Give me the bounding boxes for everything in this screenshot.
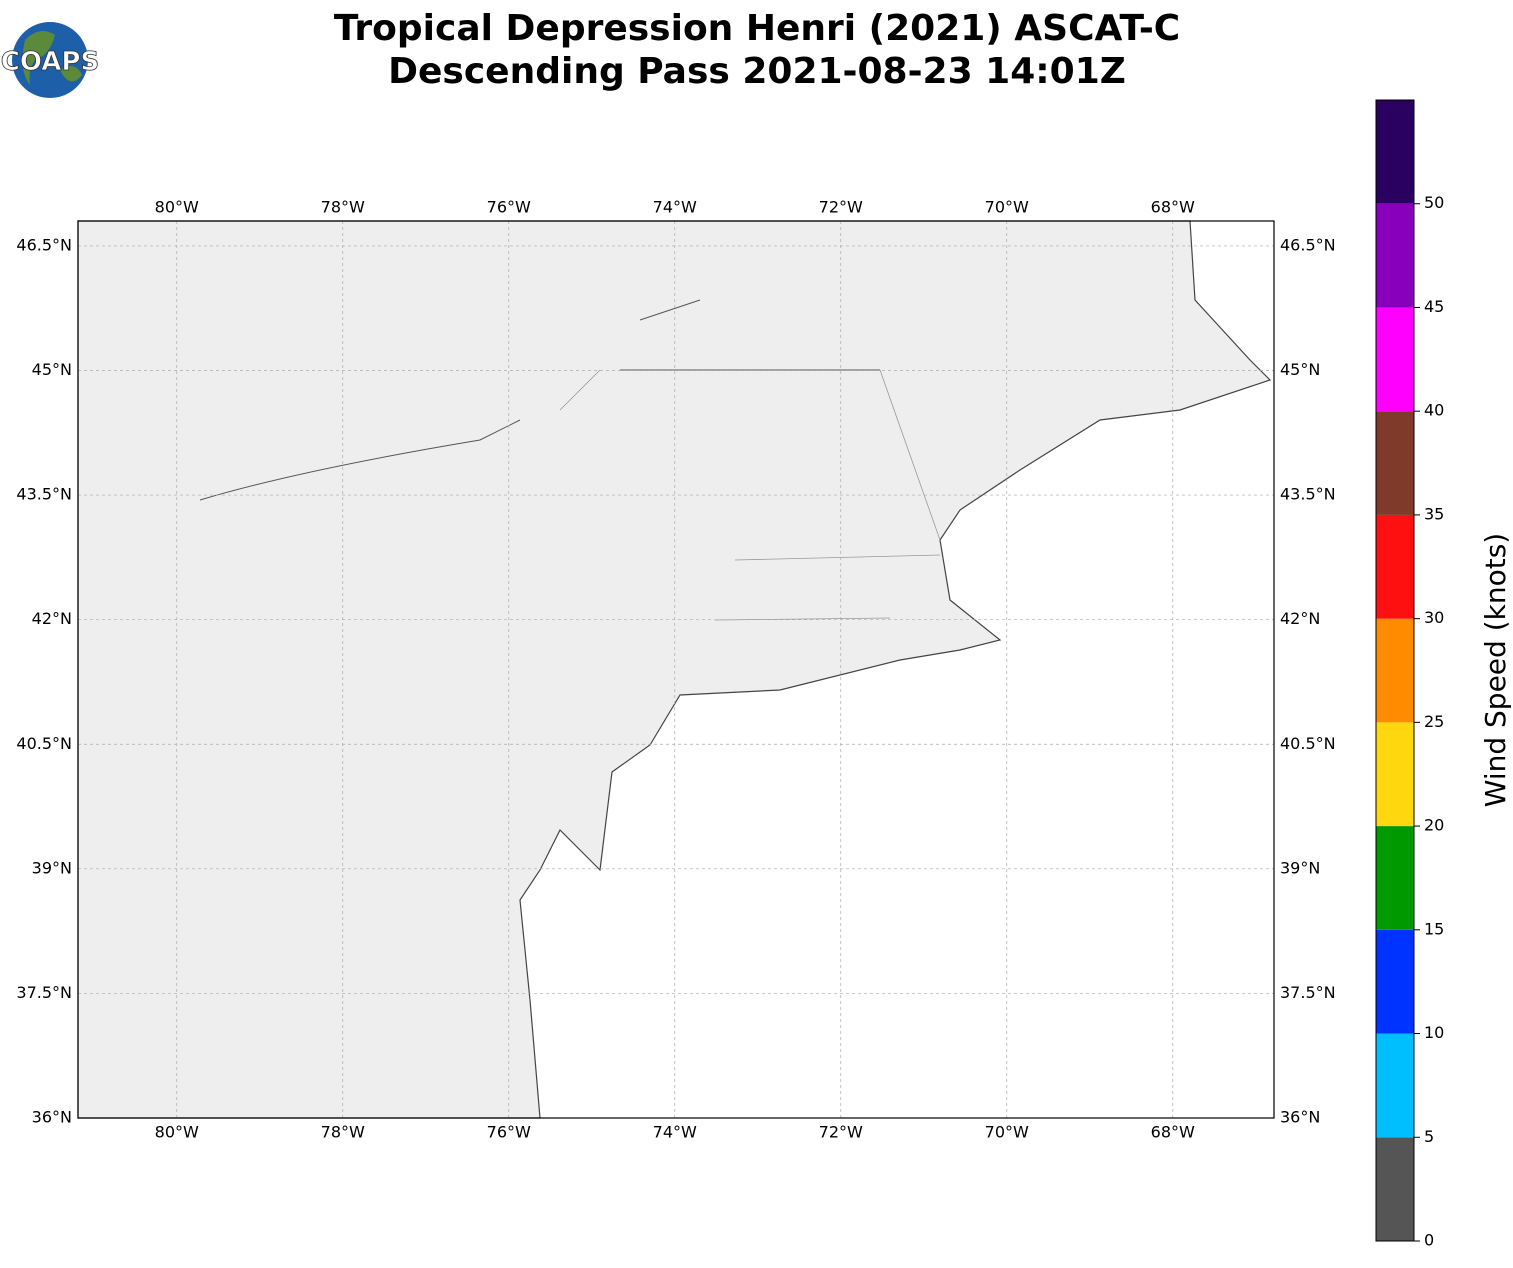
colorbar-tick-label: 20 — [1424, 816, 1444, 835]
lat-tick-label: 46.5°N — [16, 235, 72, 254]
colorbar-label: Wind Speed (knots) — [1479, 533, 1512, 807]
lat-tick-label: 40.5°N — [16, 734, 72, 753]
state-border — [559, 369, 941, 621]
lat-tick-label: 37.5°N — [1280, 983, 1336, 1002]
lat-tick-label: 39°N — [1280, 858, 1320, 877]
colorbar-tick-label: 40 — [1424, 401, 1444, 420]
lon-tick-label: 78°W — [321, 1123, 365, 1142]
colorbar-tick-label: 25 — [1424, 712, 1444, 731]
lon-tick-label: 72°W — [819, 1123, 863, 1142]
coastline — [199, 299, 880, 501]
logo-land — [22, 31, 83, 85]
logo-text: COAPS — [1, 47, 99, 77]
lon-tick-label: 72°W — [819, 198, 863, 217]
lat-tick-label: 43.5°N — [1280, 485, 1336, 504]
lon-tick-label: 70°W — [985, 1123, 1029, 1142]
lat-tick-label: 42°N — [32, 609, 72, 628]
colorbar-bin — [1376, 514, 1414, 619]
lat-tick-label: 40.5°N — [1280, 734, 1336, 753]
lon-tick-label: 78°W — [321, 198, 365, 217]
lon-tick-label: 68°W — [1151, 1123, 1195, 1142]
lon-tick-label: 74°W — [653, 1123, 697, 1142]
lon-tick-label: 80°W — [155, 198, 199, 217]
title-line: Tropical Depression Henri (2021) ASCAT-C — [334, 8, 1180, 49]
lat-tick-label: 42°N — [1280, 609, 1320, 628]
colorbar-bin — [1376, 100, 1414, 204]
colorbar-tick-label: 10 — [1424, 1023, 1444, 1042]
colorbar-bin — [1376, 722, 1414, 827]
map-frame — [77, 220, 1275, 1119]
logo: COAPS — [0, 22, 100, 98]
lon-tick-label: 68°W — [1151, 198, 1195, 217]
colorbar-bin — [1376, 203, 1414, 308]
colorbar-tick-label: 45 — [1424, 297, 1444, 316]
lat-tick-label: 45°N — [32, 360, 72, 379]
colorbar-tick-label: 30 — [1424, 608, 1444, 627]
lon-tick-label: 76°W — [487, 1123, 531, 1142]
colorbar-bin — [1376, 618, 1414, 723]
lat-tick-label: 39°N — [32, 858, 72, 877]
lon-tick-label: 76°W — [487, 198, 531, 217]
colorbar-tick-label: 35 — [1424, 504, 1444, 523]
colorbar-bin — [1376, 1137, 1414, 1241]
lon-tick-label: 70°W — [985, 198, 1029, 217]
colorbar-bin — [1376, 307, 1414, 412]
colorbar-bin — [1376, 411, 1414, 515]
colorbar-bin — [1376, 826, 1414, 930]
lat-tick-label: 36°N — [1280, 1108, 1320, 1127]
lat-tick-label: 36°N — [32, 1108, 72, 1127]
lon-tick-label: 74°W — [653, 198, 697, 217]
lat-tick-label: 45°N — [1280, 360, 1320, 379]
colorbar-frame — [1375, 99, 1415, 1242]
lon-tick-label: 80°W — [155, 1123, 199, 1142]
lat-tick-label: 46.5°N — [1280, 235, 1336, 254]
colorbar-bin — [1376, 1033, 1414, 1138]
colorbar-tick-label: 50 — [1424, 193, 1444, 212]
lat-tick-label: 43.5°N — [16, 485, 72, 504]
colorbar-tick-label: 15 — [1424, 919, 1444, 938]
colorbar-tick-label: 0 — [1424, 1231, 1434, 1250]
colorbar-bin — [1376, 929, 1414, 1034]
lat-tick-label: 37.5°N — [16, 983, 72, 1002]
title-line: Descending Pass 2021-08-23 14:01Z — [388, 51, 1126, 92]
land — [77, 220, 1272, 1119]
map — [77, 220, 1274, 1119]
colorbar-tick-label: 5 — [1424, 1127, 1434, 1146]
